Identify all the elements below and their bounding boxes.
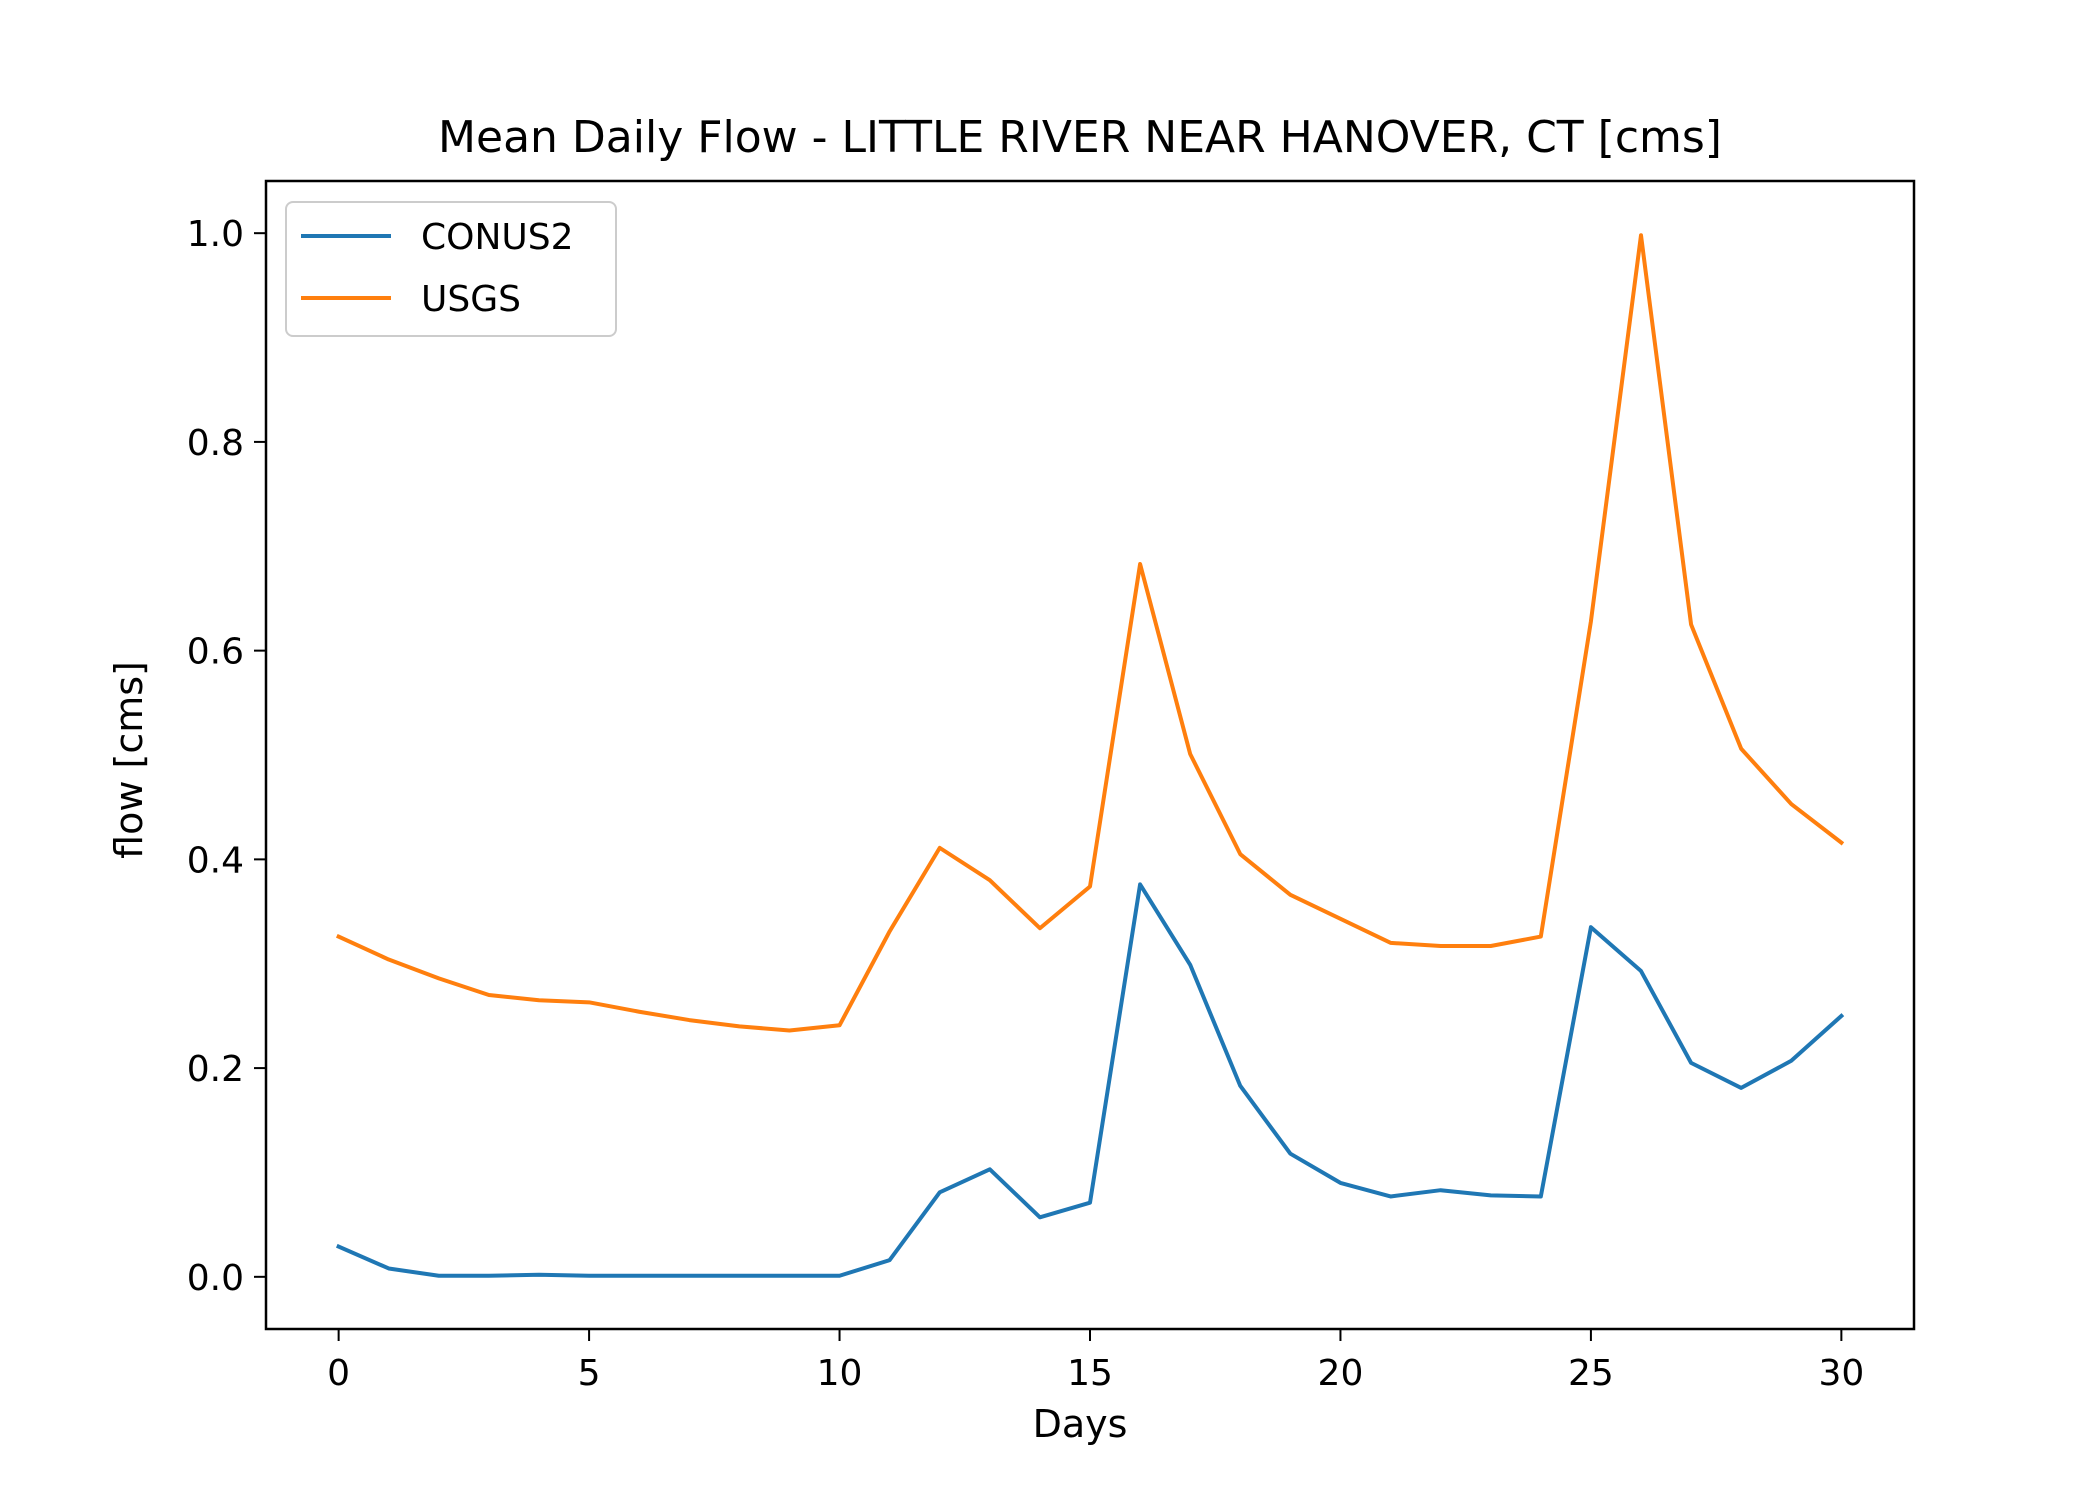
x-axis-label: Days <box>1033 1402 1128 1446</box>
axes-layer: 0 5 10 15 20 25 30 0.0 0.2 0.4 0.6 0.8 1.0 <box>187 179 1916 1394</box>
y-tick-label: 1.0 <box>187 214 244 255</box>
y-axis-label: flow [cms] <box>107 661 151 859</box>
series-layer <box>335 233 1845 1278</box>
y-tick-label: 0.8 <box>187 423 244 464</box>
y-tick-label: 0.4 <box>187 840 244 881</box>
x-tick-label: 15 <box>1067 1353 1113 1394</box>
chart-title: Mean Daily Flow - LITTLE RIVER NEAR HANO… <box>438 112 1722 163</box>
x-tick-label: 5 <box>578 1353 601 1394</box>
y-tick-label: 0.6 <box>187 632 244 673</box>
series-line-conus2 <box>335 882 1845 1278</box>
y-tick-label: 0.2 <box>187 1049 244 1090</box>
y-tick-label: 0.0 <box>187 1258 244 1299</box>
x-tick-label: 20 <box>1318 1353 1364 1394</box>
x-tick-label: 10 <box>817 1353 863 1394</box>
legend: CONUS2 USGS <box>285 201 617 337</box>
x-tick-label: 0 <box>327 1353 350 1394</box>
x-tick-label: 25 <box>1568 1353 1614 1394</box>
series-usgs <box>335 233 1845 1033</box>
x-tick-label: 30 <box>1818 1353 1864 1394</box>
plot-frame <box>264 179 1916 1331</box>
series-conus2 <box>335 882 1845 1278</box>
legend-item-conus2: CONUS2 <box>301 217 574 258</box>
series-line-usgs <box>335 233 1845 1033</box>
legend-label: CONUS2 <box>421 217 574 258</box>
legend-label: USGS <box>421 279 521 320</box>
legend-item-usgs: USGS <box>301 279 521 320</box>
